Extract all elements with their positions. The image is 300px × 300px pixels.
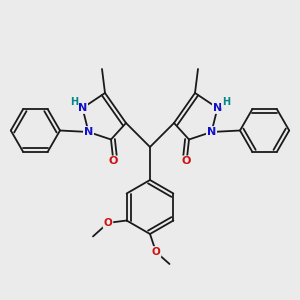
Text: O: O (109, 156, 118, 167)
Text: O: O (103, 218, 112, 228)
Text: H: H (222, 97, 230, 107)
Text: N: N (78, 103, 87, 113)
Text: N: N (207, 127, 216, 137)
Text: N: N (213, 103, 222, 113)
Text: O: O (182, 156, 191, 167)
Text: H: H (70, 97, 78, 107)
Text: O: O (152, 247, 160, 257)
Text: N: N (84, 127, 93, 137)
